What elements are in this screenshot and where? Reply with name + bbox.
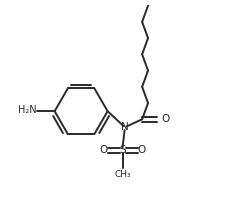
Text: CH₃: CH₃: [114, 170, 131, 179]
Text: H₂N: H₂N: [18, 105, 36, 115]
Text: S: S: [119, 145, 126, 155]
Text: O: O: [161, 114, 169, 124]
Text: O: O: [138, 145, 146, 155]
Text: O: O: [99, 145, 108, 155]
Text: N: N: [121, 122, 129, 132]
